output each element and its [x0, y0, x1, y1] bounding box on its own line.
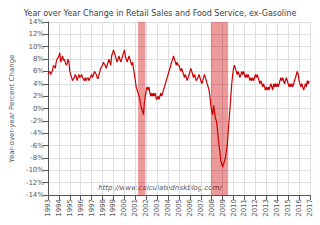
svg-text:2%: 2%: [33, 92, 44, 100]
svg-text:1999: 1999: [109, 199, 117, 217]
svg-text:-12%: -12%: [26, 179, 44, 187]
svg-text:2010: 2010: [230, 199, 238, 217]
svg-text:Year-over-year Percent Change: Year-over-year Percent Change: [8, 55, 16, 164]
svg-text:12%: 12%: [28, 30, 44, 38]
svg-text:2007: 2007: [197, 199, 205, 217]
svg-text:-6%: -6%: [30, 142, 44, 150]
svg-text:2013: 2013: [262, 199, 270, 217]
svg-text:14%: 14%: [28, 18, 44, 26]
svg-text:2016: 2016: [295, 198, 303, 216]
svg-text:http://www.calculatedriskblog.: http://www.calculatedriskblog.com/: [98, 184, 222, 192]
svg-text:2015: 2015: [284, 199, 292, 217]
svg-text:2011: 2011: [240, 199, 248, 217]
svg-text:8%: 8%: [33, 55, 44, 63]
svg-text:2008: 2008: [208, 199, 216, 217]
svg-text:2014: 2014: [273, 198, 281, 216]
svg-text:1998: 1998: [99, 199, 107, 217]
svg-text:0%: 0%: [33, 105, 44, 113]
svg-text:2000: 2000: [120, 199, 128, 217]
svg-text:-10%: -10%: [26, 166, 44, 174]
svg-text:4%: 4%: [33, 80, 44, 88]
svg-text:1993: 1993: [44, 199, 52, 217]
svg-text:-14%: -14%: [26, 191, 44, 199]
svg-text:10%: 10%: [28, 43, 44, 51]
svg-text:2001: 2001: [131, 199, 139, 217]
svg-text:Year over Year Change in Retai: Year over Year Change in Retail Sales an…: [23, 9, 297, 18]
svg-text:2002: 2002: [142, 199, 150, 217]
svg-text:1996: 1996: [77, 198, 85, 216]
svg-text:2003: 2003: [153, 199, 161, 217]
svg-text:2004: 2004: [164, 198, 172, 216]
svg-text:2006: 2006: [186, 198, 194, 216]
svg-text:2012: 2012: [251, 199, 259, 217]
svg-text:2005: 2005: [175, 199, 183, 217]
svg-text:6%: 6%: [33, 67, 44, 75]
svg-text:2017: 2017: [306, 199, 314, 217]
svg-text:-8%: -8%: [30, 154, 44, 162]
svg-text:1997: 1997: [88, 199, 96, 217]
svg-text:2009: 2009: [219, 199, 227, 217]
svg-text:1995: 1995: [66, 199, 74, 217]
svg-text:-4%: -4%: [30, 129, 44, 137]
svg-text:1994: 1994: [55, 198, 63, 216]
svg-text:-2%: -2%: [30, 117, 44, 125]
